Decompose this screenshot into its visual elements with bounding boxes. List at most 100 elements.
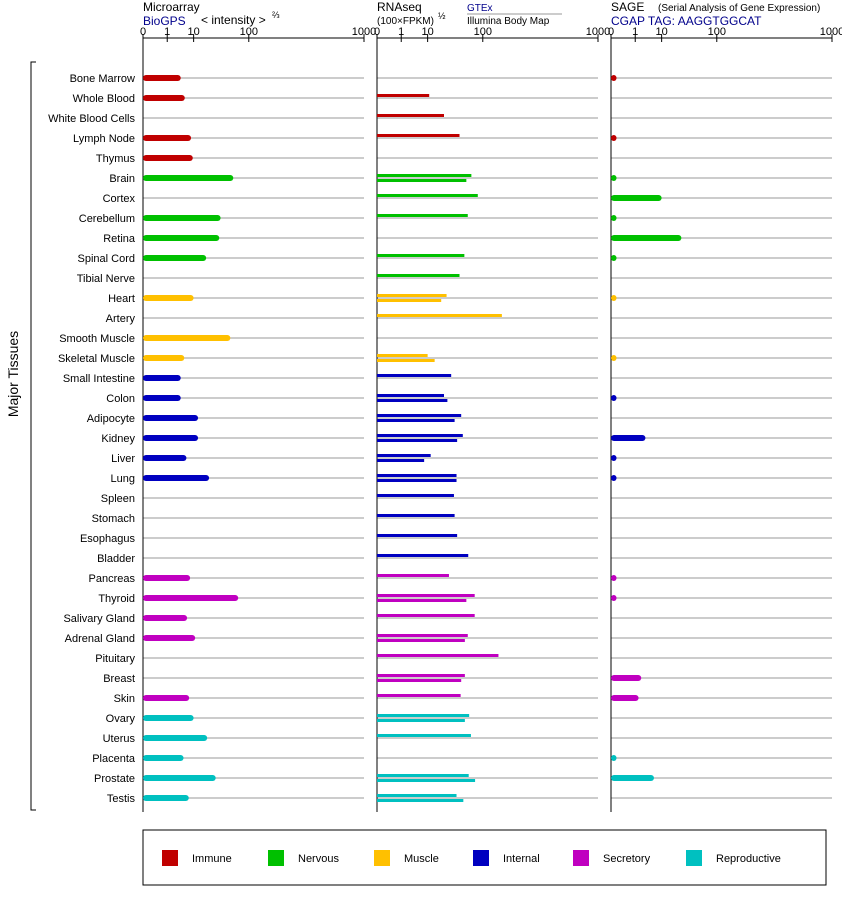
legend-label: Nervous [298,853,339,865]
x-tick-label: 100 [708,26,726,38]
bar-gtex [377,434,463,437]
bar-illumina [377,179,467,182]
tissue-label: Bone Marrow [70,73,135,85]
rnaseq-scale: (100×FPKM) [377,16,434,27]
bar-gtex [377,634,468,637]
tissue-label: Thyroid [98,593,135,605]
bar-microarray [143,415,199,421]
tissue-label: Lymph Node [73,133,135,145]
bar-microarray [143,395,181,401]
bar-gtex [377,414,462,417]
tissue-label: Ovary [106,713,136,725]
x-tick-label: 10 [656,26,668,38]
microarray-title: Microarray [143,0,200,14]
x-tick-label: 1000 [820,26,842,38]
bar-sage [611,595,617,601]
bar-gtex [377,394,444,397]
bar-illumina [377,114,444,117]
bar-microarray [143,375,181,381]
gtex-label: GTEx [467,3,493,14]
x-tick-label: 100 [474,26,492,38]
bar-sage [611,675,642,681]
tissue-label: Brain [109,173,135,185]
bar-gtex [377,454,431,457]
bar-illumina [377,134,460,137]
bar-sage [611,455,617,461]
tissue-label: Prostate [94,773,135,785]
bar-illumina [377,779,476,782]
tissue-label: Adipocyte [87,413,135,425]
tissue-label: Colon [106,393,135,405]
bar-gtex [377,354,428,357]
bar-gtex [377,674,465,677]
y-axis-label: Major Tissues [5,331,21,417]
tissue-label: Esophagus [80,533,136,545]
bar-illumina [377,694,461,697]
tissue-label: Pancreas [89,573,136,585]
bar-sage [611,475,617,481]
tissue-label: Liver [111,453,135,465]
x-tick-label: 10 [188,26,200,38]
bar-microarray [143,475,210,481]
tissue-label: Testis [107,793,136,805]
bar-illumina [377,194,478,197]
tissue-label: Skin [114,693,135,705]
tissue-label: Tibial Nerve [77,273,135,285]
bar-gtex [377,774,469,777]
bar-microarray [143,775,216,781]
bar-gtex [377,794,457,797]
tissue-label: Small Intestine [63,373,135,385]
tissue-label: Lung [111,473,135,485]
bar-illumina [377,214,468,217]
bar-microarray [143,615,188,621]
tissue-label: Pituitary [95,653,135,665]
sage-subtitle: (Serial Analysis of Gene Expression) [658,3,820,14]
illumina-label: Illumina Body Map [467,16,550,27]
bar-sage [611,695,639,701]
rnaseq-title: RNAseq [377,0,422,14]
bar-gtex [377,474,457,477]
tissue-label: White Blood Cells [48,113,135,125]
legend-swatch [374,850,390,866]
legend-label: Secretory [603,853,651,865]
bar-illumina [377,679,462,682]
bar-microarray [143,135,192,141]
bar-illumina [377,599,467,602]
x-tick-label: 1000 [586,26,610,38]
legend-swatch [268,850,284,866]
bar-microarray [143,175,234,181]
bar-illumina [377,719,465,722]
tissue-label: Breast [103,673,135,685]
tissue-label: Thymus [96,153,136,165]
tissue-bracket [30,61,36,811]
bar-illumina [377,359,435,362]
bar-microarray [143,95,185,101]
bar-microarray [143,255,207,261]
bar-sage [611,75,617,81]
bar-microarray [143,735,208,741]
tissue-label: Spleen [101,493,135,505]
bar-gtex [377,174,472,177]
bar-microarray [143,755,184,761]
legend-label: Internal [503,853,540,865]
bar-illumina [377,459,425,462]
x-tick-label: 1000 [352,26,376,38]
bar-illumina [377,439,458,442]
bar-sage [611,135,617,141]
bar-microarray [143,575,191,581]
bars [143,75,682,802]
bar-sage [611,295,617,301]
bar-sage [611,175,617,181]
bar-microarray [143,715,194,721]
bar-microarray [143,75,181,81]
legend-swatch [473,850,489,866]
legend-label: Muscle [404,853,439,865]
bar-microarray [143,295,194,301]
bar-microarray [143,155,193,161]
bar-gtex [377,594,475,597]
bar-sage [611,435,646,441]
x-tick-label: 0 [608,26,614,38]
tissue-label: Spinal Cord [78,253,135,265]
tissue-label: Artery [106,313,136,325]
